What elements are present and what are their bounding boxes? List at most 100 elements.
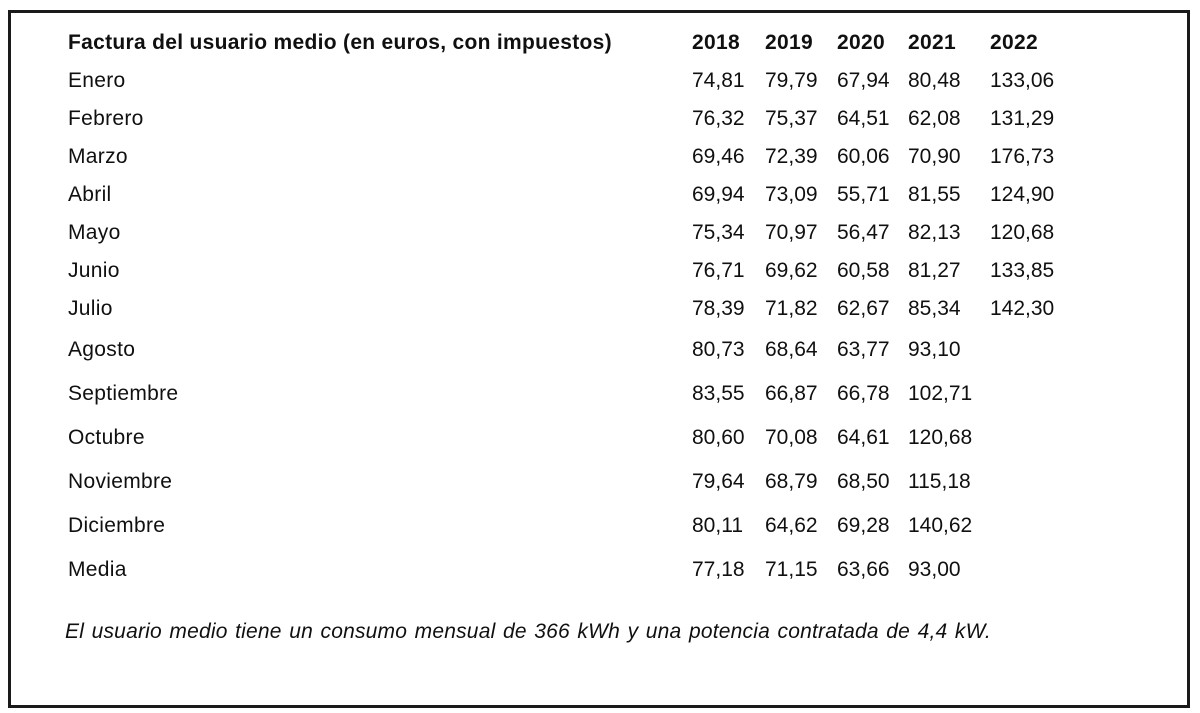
- month-label: Febrero: [68, 106, 144, 130]
- table-row: Noviembre 79,64 68,79 68,50 115,18: [68, 459, 1120, 503]
- bill-value-2018: 76,71: [692, 258, 745, 282]
- month-label: Marzo: [68, 144, 128, 168]
- bill-value-2022: 142,30: [990, 296, 1055, 320]
- bill-value-2022: [990, 503, 1120, 547]
- bill-value-2022: 176,73: [990, 144, 1055, 168]
- bill-value-2018: 75,34: [692, 220, 745, 244]
- table-row: Mayo 75,34 70,97 56,47 82,13 120,68: [68, 213, 1120, 251]
- bill-table-body: Enero 74,81 79,79 67,94 80,48 133,06 Feb…: [68, 61, 1120, 591]
- month-label: Octubre: [68, 425, 145, 449]
- year-column-header-2018: 2018: [692, 30, 740, 54]
- bill-value-2020: 68,50: [837, 469, 890, 493]
- year-column-header-2019: 2019: [765, 30, 813, 54]
- bill-value-2018: 76,32: [692, 106, 745, 130]
- bill-value-2020: 69,28: [837, 513, 890, 537]
- bill-value-2019: 68,64: [765, 337, 818, 361]
- bill-value-2022: [990, 547, 1120, 591]
- bill-value-2018: 80,60: [692, 425, 745, 449]
- table-row: Abril 69,94 73,09 55,71 81,55 124,90: [68, 175, 1120, 213]
- bill-value-2019: 64,62: [765, 513, 818, 537]
- bill-value-2022: [990, 327, 1120, 371]
- table-row: Octubre 80,60 70,08 64,61 120,68: [68, 415, 1120, 459]
- bill-value-2018: 77,18: [692, 557, 745, 581]
- table-row: Marzo 69,46 72,39 60,06 70,90 176,73: [68, 137, 1120, 175]
- table-title: Factura del usuario medio (en euros, con…: [68, 30, 612, 54]
- bill-value-2018: 79,64: [692, 469, 745, 493]
- month-label: Agosto: [68, 337, 136, 361]
- bill-value-2019: 70,97: [765, 220, 818, 244]
- bill-value-2021: 70,90: [908, 144, 961, 168]
- table-row: Enero 74,81 79,79 67,94 80,48 133,06: [68, 61, 1120, 99]
- bill-value-2021: 93,10: [908, 337, 961, 361]
- table-row: Febrero 76,32 75,37 64,51 62,08 131,29: [68, 99, 1120, 137]
- bill-value-2019: 66,87: [765, 381, 818, 405]
- year-column-header-2021: 2021: [908, 30, 956, 54]
- bill-value-2019: 75,37: [765, 106, 818, 130]
- table-row: Media 77,18 71,15 63,66 93,00: [68, 547, 1120, 591]
- table-row: Septiembre 83,55 66,87 66,78 102,71: [68, 371, 1120, 415]
- bill-value-2019: 79,79: [765, 68, 818, 92]
- bill-value-2020: 66,78: [837, 381, 890, 405]
- bill-value-2018: 74,81: [692, 68, 745, 92]
- bill-value-2020: 64,61: [837, 425, 890, 449]
- bill-value-2021: 81,27: [908, 258, 961, 282]
- year-column-header-2020: 2020: [837, 30, 885, 54]
- month-label: Diciembre: [68, 513, 166, 537]
- month-label: Septiembre: [68, 381, 179, 405]
- table-row: Junio 76,71 69,62 60,58 81,27 133,85: [68, 251, 1120, 289]
- bill-value-2019: 70,08: [765, 425, 818, 449]
- bill-value-2021: 115,18: [908, 469, 971, 493]
- bill-value-2022: 133,85: [990, 258, 1055, 282]
- bill-value-2022: 133,06: [990, 68, 1055, 92]
- bill-value-2020: 64,51: [837, 106, 890, 130]
- bill-value-2020: 63,66: [837, 557, 890, 581]
- bill-value-2019: 71,82: [765, 296, 818, 320]
- month-label: Abril: [68, 182, 112, 206]
- average-bill-table: Factura del usuario medio (en euros, con…: [68, 23, 1120, 591]
- month-label: Junio: [68, 258, 120, 282]
- bill-value-2021: 140,62: [908, 513, 973, 537]
- month-label: Noviembre: [68, 469, 173, 493]
- bill-value-2018: 83,55: [692, 381, 745, 405]
- bill-value-2018: 80,11: [692, 513, 743, 537]
- bill-value-2021: 80,48: [908, 68, 961, 92]
- table-row: Julio 78,39 71,82 62,67 85,34 142,30: [68, 289, 1120, 327]
- bill-value-2021: 82,13: [908, 220, 961, 244]
- bill-value-2021: 120,68: [908, 425, 973, 449]
- bill-value-2020: 63,77: [837, 337, 890, 361]
- bill-value-2022: [990, 371, 1120, 415]
- bill-value-2022: 120,68: [990, 220, 1055, 244]
- bill-value-2020: 67,94: [837, 68, 890, 92]
- bill-value-2019: 71,15: [765, 557, 818, 581]
- table-row: Agosto 80,73 68,64 63,77 93,10: [68, 327, 1120, 371]
- bill-value-2022: 131,29: [990, 106, 1055, 130]
- bill-value-2018: 78,39: [692, 296, 745, 320]
- bill-value-2019: 73,09: [765, 182, 818, 206]
- month-label: Enero: [68, 68, 126, 92]
- bill-value-2022: [990, 415, 1120, 459]
- bill-value-2020: 60,06: [837, 144, 890, 168]
- bill-value-2021: 62,08: [908, 106, 961, 130]
- month-label: Mayo: [68, 220, 121, 244]
- bill-value-2019: 72,39: [765, 144, 818, 168]
- bill-value-2018: 69,46: [692, 144, 745, 168]
- bill-value-2022: [990, 459, 1120, 503]
- bill-value-2020: 62,67: [837, 296, 890, 320]
- bill-value-2021: 81,55: [908, 182, 961, 206]
- year-column-header-2022: 2022: [990, 30, 1038, 54]
- bill-value-2019: 68,79: [765, 469, 818, 493]
- footnote-text: El usuario medio tiene un consumo mensua…: [65, 620, 991, 643]
- bill-value-2018: 80,73: [692, 337, 745, 361]
- bill-value-2020: 56,47: [837, 220, 890, 244]
- bill-value-2018: 69,94: [692, 182, 745, 206]
- table-row: Diciembre 80,11 64,62 69,28 140,62: [68, 503, 1120, 547]
- bill-value-2021: 85,34: [908, 296, 961, 320]
- bill-value-2020: 60,58: [837, 258, 890, 282]
- bill-value-2021: 93,00: [908, 557, 961, 581]
- bill-value-2022: 124,90: [990, 182, 1055, 206]
- month-label: Julio: [68, 296, 113, 320]
- bill-value-2019: 69,62: [765, 258, 818, 282]
- bill-value-2021: 102,71: [908, 381, 973, 405]
- document-border-frame: Factura del usuario medio (en euros, con…: [8, 10, 1190, 708]
- month-label: Media: [68, 557, 127, 581]
